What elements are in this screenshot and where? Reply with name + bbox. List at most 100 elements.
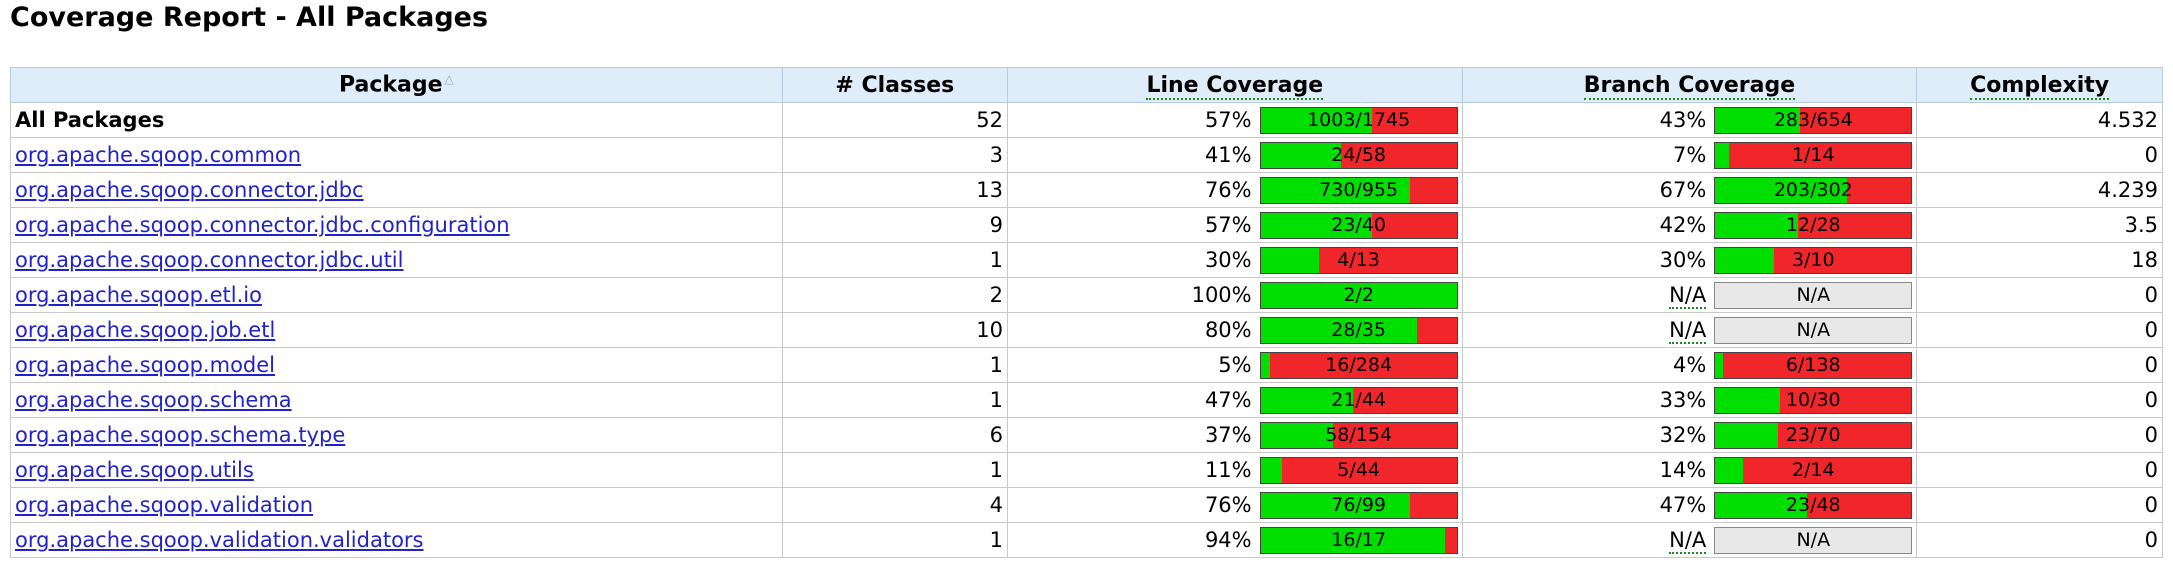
package-link[interactable]: org.apache.sqoop.job.etl [15,318,276,342]
package-cell[interactable]: org.apache.sqoop.schema.type [10,417,783,453]
package-link[interactable]: org.apache.sqoop.schema [15,388,292,412]
summary-row: All Packages 52 57% 1003/1745 43% 283/65… [10,102,2163,138]
package-cell[interactable]: org.apache.sqoop.etl.io [10,277,783,313]
line-coverage-cell: 57% 1003/1745 [1012,104,1458,137]
classes-cell: 9 [781,207,1008,243]
line-coverage-column-header[interactable]: Line Coverage [1006,67,1463,103]
line-coverage-fill [1260,387,1353,413]
header-row: Package △ # Classes Line Coverage Branch … [10,67,2163,103]
package-cell[interactable]: org.apache.sqoop.connector.jdbc.util [10,242,783,278]
line-coverage-column: 47% 21/44 [1006,382,1463,418]
branch-coverage-column-header[interactable]: Branch Coverage [1461,67,1918,103]
package-cell[interactable]: org.apache.sqoop.connector.jdbc [10,172,783,208]
branch-coverage-fill [1715,142,1729,168]
classes-cell: 13 [781,172,1008,208]
classes-cell: 1 [781,347,1008,383]
package-link[interactable]: org.apache.sqoop.connector.jdbc.util [15,248,404,272]
package-cell[interactable]: org.apache.sqoop.validation [10,487,783,523]
package-cell[interactable]: org.apache.sqoop.schema [10,382,783,418]
package-cell[interactable]: org.apache.sqoop.validation.validators [10,522,783,558]
branch-coverage-bar: 23/70 [1714,421,1913,449]
line-coverage-percent: 41% [1022,143,1260,167]
complexity-column-header[interactable]: Complexity [1916,67,2163,103]
branch-coverage-column: N/A N/A [1461,312,1918,348]
line-coverage-bar: 1003/1745 [1259,106,1458,134]
package-link[interactable]: org.apache.sqoop.utils [15,458,254,482]
line-percent-text: 100% [1191,283,1252,307]
line-coverage-fill [1260,422,1334,448]
table-row: org.apache.sqoop.validation.validators 1… [10,522,2163,558]
branch-coverage-fraction: N/A [1796,318,1831,341]
line-coverage-fraction: 16/284 [1325,353,1393,376]
branch-coverage-fill [1715,457,1743,483]
branch-coverage-bar: 10/30 [1714,386,1913,414]
package-link[interactable]: org.apache.sqoop.validation [15,493,313,517]
package-cell[interactable]: org.apache.sqoop.job.etl [10,312,783,348]
line-coverage-fill [1260,352,1271,378]
line-coverage-percent: 47% [1022,388,1260,412]
table-row: org.apache.sqoop.schema 1 47% 21/44 33% … [10,382,2163,418]
coverage-table: Package △ # Classes Line Coverage Branch … [10,67,2163,558]
line-coverage-bar: 730/955 [1259,176,1458,204]
branch-coverage-bar: 12/28 [1714,211,1913,239]
branch-percent-text: 33% [1659,388,1707,412]
branch-coverage-column: 14% 2/14 [1461,452,1918,488]
classes-cell: 6 [781,417,1008,453]
package-column-header[interactable]: Package △ [10,67,783,103]
line-coverage-percent: 57% [1022,108,1260,132]
package-header-label: Package [338,72,443,98]
branch-coverage-fill [1715,422,1778,448]
table-row: org.apache.sqoop.etl.io 2 100% 2/2 N/A N… [10,277,2163,313]
package-link[interactable]: org.apache.sqoop.common [15,143,302,167]
package-cell[interactable]: org.apache.sqoop.model [10,347,783,383]
package-link[interactable]: org.apache.sqoop.etl.io [15,283,262,307]
line-coverage-fraction: 16/17 [1331,528,1386,551]
complexity-cell: 3.5 [1916,207,2163,243]
branch-coverage-cell: 67% 203/302 [1467,174,1913,207]
table-row: org.apache.sqoop.utils 1 11% 5/44 14% 2/… [10,452,2163,488]
branch-percent-text: 32% [1659,423,1707,447]
package-cell: All Packages [10,102,783,138]
branch-coverage-percent: 30% [1476,248,1714,272]
package-link[interactable]: org.apache.sqoop.validation.validators [15,528,424,552]
package-link[interactable]: org.apache.sqoop.schema.type [15,423,346,447]
complexity-cell: 4.239 [1916,172,2163,208]
complexity-cell: 0 [1916,277,2163,313]
branch-coverage-percent: N/A [1476,528,1714,554]
branch-coverage-fraction: 3/10 [1791,248,1835,271]
branch-coverage-bar: 1/14 [1714,141,1913,169]
complexity-cell: 18 [1916,242,2163,278]
table-row: org.apache.sqoop.validation 4 76% 76/99 … [10,487,2163,523]
branch-coverage-percent: 42% [1476,213,1714,237]
sort-ascending-icon[interactable]: △ [444,72,454,87]
line-coverage-cell: 57% 23/40 [1012,209,1458,242]
line-coverage-bar: 16/284 [1259,351,1458,379]
package-cell[interactable]: org.apache.sqoop.utils [10,452,783,488]
line-percent-text: 80% [1204,318,1252,342]
line-coverage-fraction: 76/99 [1331,493,1386,516]
branch-coverage-percent: 67% [1476,178,1714,202]
classes-cell: 2 [781,277,1008,313]
branch-coverage-fraction: N/A [1796,283,1831,306]
package-cell[interactable]: org.apache.sqoop.common [10,137,783,173]
line-coverage-header-label: Line Coverage [1146,72,1324,100]
branch-coverage-bar: 2/14 [1714,456,1913,484]
complexity-cell: 0 [1916,417,2163,453]
branch-coverage-cell: 7% 1/14 [1467,139,1913,172]
complexity-cell: 0 [1916,487,2163,523]
line-coverage-fill [1260,107,1373,133]
classes-column-header[interactable]: # Classes [781,67,1008,103]
line-coverage-percent: 76% [1022,493,1260,517]
package-link[interactable]: org.apache.sqoop.connector.jdbc.configur… [15,213,510,237]
branch-percent-text: 14% [1659,458,1707,482]
package-link[interactable]: org.apache.sqoop.connector.jdbc [15,178,364,202]
branch-coverage-bar: N/A [1714,316,1913,344]
package-cell[interactable]: org.apache.sqoop.connector.jdbc.configur… [10,207,783,243]
package-link[interactable]: org.apache.sqoop.model [15,353,275,377]
branch-coverage-cell: 42% 12/28 [1467,209,1913,242]
line-coverage-fill [1260,177,1410,203]
branch-coverage-fill [1715,492,1808,518]
branch-coverage-fill [1715,352,1724,378]
branch-coverage-fraction: 23/70 [1785,423,1841,446]
branch-coverage-column: 33% 10/30 [1461,382,1918,418]
